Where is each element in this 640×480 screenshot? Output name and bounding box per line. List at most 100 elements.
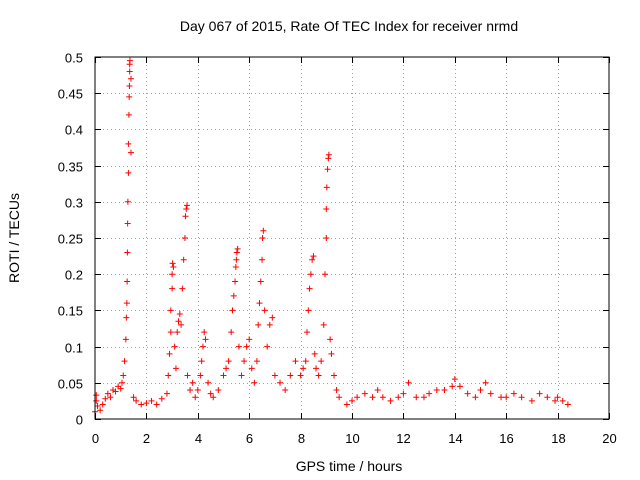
data-point	[201, 329, 208, 336]
data-point	[123, 314, 130, 321]
data-point	[336, 394, 343, 401]
data-point	[307, 271, 314, 278]
y-tick-label: 0.3	[65, 196, 83, 211]
data-point	[124, 278, 131, 285]
data-point	[306, 285, 313, 292]
data-point	[248, 365, 255, 372]
y-tick-label: 0.45	[58, 87, 83, 102]
x-tick-label: 10	[345, 431, 359, 446]
data-point	[194, 387, 201, 394]
tick-labels: 0 2 4 6 8 10 12 14 16 18 20 0 0.05 0.1 0.15 0.2 0.25 0.3 0…	[58, 51, 617, 447]
data-point	[309, 256, 316, 263]
data-point	[464, 390, 471, 397]
data-point	[536, 390, 543, 397]
data-point	[323, 184, 330, 191]
data-point	[182, 213, 189, 220]
data-point	[172, 365, 179, 372]
data-point	[170, 263, 177, 270]
data-point	[449, 383, 456, 390]
grid-layer	[95, 57, 609, 419]
data-point	[472, 394, 479, 401]
data-point	[510, 390, 517, 397]
data-point	[310, 253, 317, 260]
data-point	[176, 311, 183, 318]
data-point	[259, 256, 266, 263]
y-tick-label: 0	[76, 413, 83, 428]
data-point	[158, 395, 165, 402]
y-axis-label: ROTI / TECUs	[6, 193, 22, 283]
data-point	[94, 402, 101, 409]
data-point	[102, 395, 109, 402]
x-tick-label: 6	[246, 431, 253, 446]
data-point	[180, 256, 187, 263]
data-point	[331, 372, 338, 379]
data-point	[426, 390, 433, 397]
chart-title: Day 067 of 2015, Rate Of TEC Index for r…	[180, 18, 518, 34]
x-tick-label: 4	[195, 431, 202, 446]
data-point	[246, 336, 253, 343]
data-point	[120, 372, 127, 379]
y-tick-label: 0.1	[65, 341, 83, 356]
x-tick-label: 8	[298, 431, 305, 446]
data-point	[225, 358, 232, 365]
data-point	[297, 372, 304, 379]
data-point	[325, 151, 332, 158]
x-tick-label: 20	[602, 431, 616, 446]
x-tick-label: 16	[499, 431, 513, 446]
data-point	[104, 390, 111, 397]
data-point	[163, 390, 170, 397]
data-point	[238, 372, 245, 379]
data-point	[323, 206, 330, 213]
data-point	[228, 329, 235, 336]
data-point	[123, 300, 130, 307]
data-point	[126, 93, 133, 100]
y-tick-label: 0.2	[65, 268, 83, 283]
data-point	[328, 350, 335, 357]
data-point	[315, 372, 322, 379]
data-point	[544, 394, 551, 401]
data-point	[232, 278, 239, 285]
data-point	[192, 394, 199, 401]
data-point	[148, 397, 155, 404]
y-tick-label: 0.25	[58, 232, 83, 247]
data-point	[215, 387, 222, 394]
data-point	[405, 379, 412, 386]
data-point	[230, 292, 237, 299]
data-point	[130, 394, 137, 401]
data-point	[413, 394, 420, 401]
data-point	[503, 394, 510, 401]
y-tick-label: 0.05	[58, 377, 83, 392]
data-point	[395, 394, 402, 401]
data-point	[184, 202, 191, 209]
data-point	[199, 343, 206, 350]
data-point	[277, 379, 284, 386]
data-point	[125, 169, 132, 176]
data-point	[124, 249, 131, 256]
data-point	[311, 350, 318, 357]
data-point	[282, 387, 289, 394]
data-point	[327, 336, 334, 343]
data-point	[487, 390, 494, 397]
data-point	[220, 372, 227, 379]
data-point	[374, 387, 381, 394]
x-tick-label: 14	[448, 431, 462, 446]
data-point	[112, 388, 119, 395]
data-point	[325, 155, 332, 162]
data-point	[165, 372, 172, 379]
data-point	[257, 278, 264, 285]
data-point	[260, 227, 267, 234]
data-point	[379, 394, 386, 401]
data-point	[133, 397, 140, 404]
data-point	[318, 358, 325, 365]
data-point	[99, 401, 106, 408]
y-tick-label: 0.4	[65, 123, 83, 138]
data-point	[121, 358, 128, 365]
y-tick-label: 0.5	[65, 51, 83, 66]
data-point	[169, 285, 176, 292]
data-point	[322, 271, 329, 278]
data-point	[256, 300, 263, 307]
data-point	[269, 314, 276, 321]
data-point	[93, 397, 100, 404]
data-point	[127, 75, 134, 82]
